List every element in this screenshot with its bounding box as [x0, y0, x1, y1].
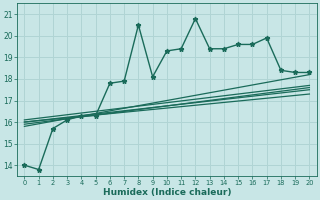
X-axis label: Humidex (Indice chaleur): Humidex (Indice chaleur)	[103, 188, 231, 197]
